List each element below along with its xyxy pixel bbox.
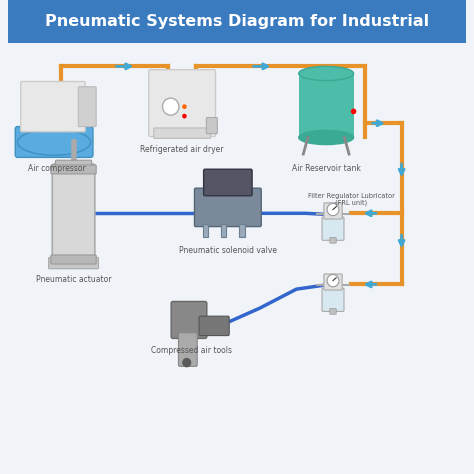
FancyBboxPatch shape (52, 164, 95, 263)
FancyBboxPatch shape (206, 118, 218, 134)
Text: Air compressor: Air compressor (27, 164, 85, 173)
Text: Filter Regulator Lubricator
(FRL unit): Filter Regulator Lubricator (FRL unit) (308, 193, 395, 206)
Circle shape (163, 98, 179, 115)
Ellipse shape (299, 66, 354, 81)
FancyBboxPatch shape (324, 203, 342, 219)
FancyBboxPatch shape (179, 333, 197, 366)
Circle shape (182, 358, 191, 367)
Text: Pneumatic actuator: Pneumatic actuator (36, 275, 111, 284)
FancyBboxPatch shape (15, 127, 93, 157)
Ellipse shape (18, 129, 91, 155)
FancyBboxPatch shape (49, 257, 99, 269)
FancyBboxPatch shape (322, 288, 344, 311)
Circle shape (182, 104, 187, 109)
FancyBboxPatch shape (330, 237, 336, 243)
FancyBboxPatch shape (221, 224, 227, 237)
FancyBboxPatch shape (239, 224, 245, 237)
Ellipse shape (299, 130, 354, 145)
FancyBboxPatch shape (78, 87, 96, 127)
FancyBboxPatch shape (330, 309, 336, 314)
FancyBboxPatch shape (299, 73, 354, 137)
FancyBboxPatch shape (199, 316, 229, 336)
Circle shape (182, 114, 187, 118)
FancyBboxPatch shape (203, 224, 208, 237)
FancyBboxPatch shape (51, 255, 96, 264)
Circle shape (327, 203, 339, 216)
Text: Refrigerated air dryer: Refrigerated air dryer (140, 145, 224, 154)
Text: Pneumatic solenoid valve: Pneumatic solenoid valve (179, 246, 277, 255)
Text: Air Reservoir tank: Air Reservoir tank (292, 164, 361, 173)
FancyBboxPatch shape (194, 188, 261, 227)
FancyBboxPatch shape (149, 70, 216, 137)
FancyBboxPatch shape (322, 217, 344, 240)
FancyBboxPatch shape (171, 301, 207, 338)
FancyBboxPatch shape (51, 165, 96, 174)
Circle shape (351, 109, 356, 114)
FancyBboxPatch shape (154, 128, 210, 138)
FancyBboxPatch shape (21, 82, 85, 132)
Text: Pneumatic Systems Diagram for Industrial: Pneumatic Systems Diagram for Industrial (45, 14, 429, 29)
FancyBboxPatch shape (324, 274, 342, 290)
FancyBboxPatch shape (204, 169, 252, 196)
Circle shape (327, 274, 339, 287)
FancyBboxPatch shape (55, 160, 91, 169)
Text: Compressed air tools: Compressed air tools (151, 346, 232, 355)
FancyBboxPatch shape (9, 0, 465, 43)
